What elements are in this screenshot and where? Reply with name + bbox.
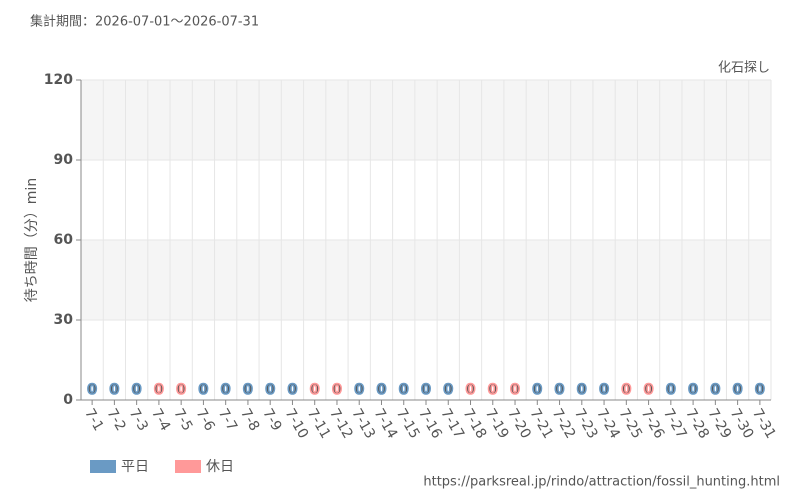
y-tick-label: 0 [63, 392, 73, 408]
data-label: 0 [443, 382, 453, 398]
x-tick-label: 7-4 [148, 406, 173, 434]
legend-swatch [175, 460, 201, 473]
legend-swatch [90, 460, 116, 473]
data-label: 0 [199, 382, 209, 398]
data-label: 0 [555, 382, 565, 398]
x-tick-label: 7-8 [237, 406, 262, 434]
x-tick-label: 7-2 [103, 406, 128, 434]
x-tick-label: 7-5 [170, 406, 195, 434]
data-label: 0 [132, 382, 142, 398]
source-url: https://parksreal.jp/rindo/attraction/fo… [423, 475, 780, 490]
subtitle: 集計期間：2026-07-01～2026-07-31 [30, 14, 259, 30]
data-label: 0 [377, 382, 387, 398]
data-label: 0 [733, 382, 743, 398]
data-label: 0 [265, 382, 275, 398]
x-tick-label: 7-1 [81, 406, 106, 434]
data-label: 0 [488, 382, 498, 398]
data-label: 0 [510, 382, 520, 398]
data-label: 0 [288, 382, 298, 398]
band-shade [81, 80, 771, 160]
data-label: 0 [666, 382, 676, 398]
legend-label: 休日 [206, 459, 234, 475]
y-axis-label: 待ち時間（分）min [24, 178, 40, 302]
data-label: 0 [532, 382, 542, 398]
y-tick-label: 30 [54, 312, 74, 328]
y-tick-label: 90 [54, 152, 74, 168]
data-label: 0 [332, 382, 342, 398]
y-tick-label: 120 [44, 72, 73, 88]
data-label: 0 [110, 382, 120, 398]
data-label: 0 [466, 382, 476, 398]
data-label: 0 [243, 382, 253, 398]
data-label: 0 [154, 382, 164, 398]
data-label: 0 [87, 382, 97, 398]
data-label: 0 [688, 382, 698, 398]
data-label: 0 [221, 382, 231, 398]
data-label: 0 [710, 382, 720, 398]
x-tick-label: 7-9 [259, 406, 284, 434]
band-shade [81, 240, 771, 320]
data-label: 0 [421, 382, 431, 398]
legend-label: 平日 [121, 459, 149, 475]
data-label: 0 [399, 382, 409, 398]
data-label: 0 [176, 382, 186, 398]
chart-title: 化石探し [718, 61, 770, 76]
data-label: 0 [354, 382, 364, 398]
x-tick-label: 7-31 [749, 406, 779, 442]
x-tick-label: 7-3 [126, 406, 151, 434]
x-tick-label: 7-7 [215, 406, 240, 434]
x-tick-label: 7-6 [192, 406, 217, 434]
data-label: 0 [310, 382, 320, 398]
data-label: 0 [755, 382, 765, 398]
data-label: 0 [599, 382, 609, 398]
data-label: 0 [577, 382, 587, 398]
data-label: 0 [621, 382, 631, 398]
y-tick-label: 60 [54, 232, 74, 248]
data-label: 0 [644, 382, 654, 398]
